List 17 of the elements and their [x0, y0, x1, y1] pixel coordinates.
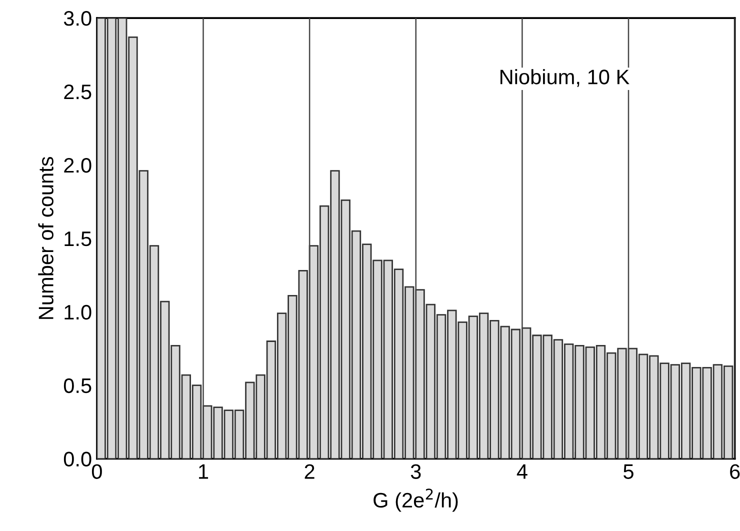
- y-tick-label: 2.5: [64, 84, 92, 100]
- x-tick-label: 1: [199, 464, 208, 479]
- y-tick-label: 0.5: [64, 378, 92, 394]
- x-tick-label: 2: [304, 464, 314, 479]
- x-axis-title: G (2e$^{2}$/h): [374, 488, 458, 512]
- y-tick-label: 3.0: [64, 11, 92, 26]
- x-tick-label: 0: [92, 464, 102, 479]
- annotation: Niobium, 10 K: [500, 69, 630, 87]
- y-axis-title: Number of counts: [38, 156, 54, 319]
- x-tick-label: 6: [730, 464, 740, 479]
- x-tick-label: 3: [410, 464, 421, 479]
- y-tick-label: 0.0: [64, 452, 92, 467]
- y-tick-label: 2.0: [64, 158, 92, 173]
- y-tick-label: 1.5: [64, 232, 92, 246]
- x-tick-label: 4: [516, 464, 528, 479]
- y-tick-label: 1.0: [64, 304, 92, 320]
- x-tick-label: 5: [624, 464, 634, 479]
